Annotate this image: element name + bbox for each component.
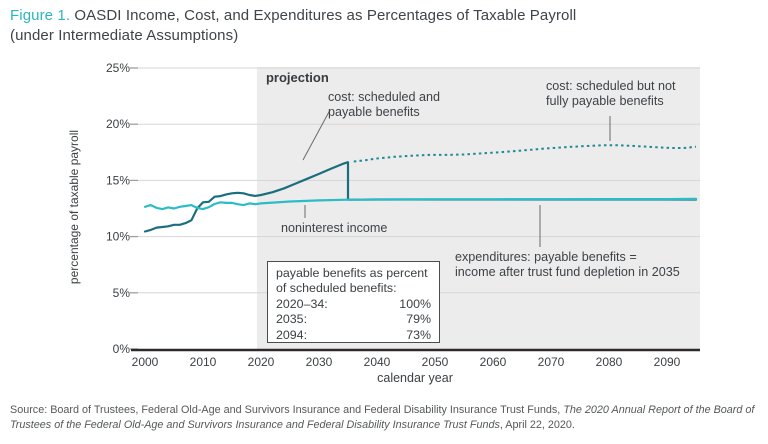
x-axis-label: calendar year: [377, 371, 453, 385]
x-tick-label: 2060: [480, 355, 507, 369]
annotation-line: expenditures: payable benefits =: [455, 250, 637, 264]
y-tick-label: 25%: [106, 61, 130, 75]
y-tick-label: 0%: [113, 342, 131, 356]
y-tick-label: 5%: [113, 286, 131, 300]
annotation-noninterest-income: noninterest income: [281, 221, 387, 236]
annotation-line: cost: scheduled but not: [546, 79, 676, 93]
annotation-line: noninterest income: [281, 221, 388, 235]
x-tick-label: 2010: [190, 355, 217, 369]
annotation-line: fully payable benefits: [546, 94, 664, 108]
x-tick-label: 2090: [654, 355, 681, 369]
info-box-row: 2020–34: 100%: [276, 296, 431, 311]
annotation-line: payable benefits: [328, 105, 420, 119]
annotation-line: income after trust fund depletion in 203…: [455, 265, 680, 279]
scheduled-cost-line: [353, 144, 697, 163]
annotation-cost-scheduled-payable: cost: scheduled and payable benefits: [328, 90, 440, 120]
info-box-heading-line1: payable benefits as percent: [276, 266, 428, 280]
annotation-expenditures: expenditures: payable benefits = income a…: [455, 250, 680, 280]
figure-number: Figure 1.: [10, 7, 71, 24]
x-tick-label: 2040: [364, 355, 391, 369]
x-tick-label: 2030: [306, 355, 333, 369]
y-tick-label: 20%: [106, 117, 130, 131]
x-tick-label: 2080: [596, 355, 623, 369]
figure-title: Figure 1. OASDI Income, Cost, and Expend…: [10, 6, 755, 45]
annotation-line: cost: scheduled and: [328, 90, 441, 104]
x-tick-label: 2000: [132, 355, 159, 369]
source-note: Source: Board of Trustees, Federal Old-A…: [10, 404, 755, 431]
x-tick-label: 2070: [538, 355, 565, 369]
x-tick-label: 2020: [248, 355, 275, 369]
x-tick-label: 2050: [422, 355, 449, 369]
leader-line-cost-scheduled-payable: [302, 109, 331, 161]
figure-title-text: OASDI Income, Cost, and Expenditures as …: [70, 7, 577, 24]
info-box-heading-line2: of scheduled benefits:: [276, 281, 397, 296]
y-tick-label: 15%: [106, 173, 130, 187]
y-tick-label: 10%: [106, 230, 130, 244]
annotation-cost-not-fully-payable: cost: scheduled but not fully payable ben…: [546, 79, 676, 109]
projection-label: projection: [265, 70, 329, 85]
income-line: [143, 197, 698, 211]
info-box-row: 2035: 79%: [276, 312, 431, 327]
payable-benefits-info-box: payable benefits as percent of scheduled…: [267, 261, 440, 343]
figure-title-line2: (under Intermediate Assumptions): [10, 26, 239, 44]
info-box-row: 2094: 73%: [276, 327, 431, 342]
